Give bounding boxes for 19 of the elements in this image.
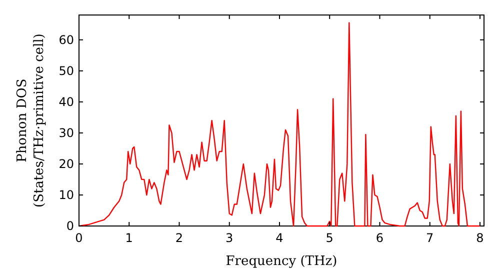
y-tick-label: 50	[58, 64, 74, 78]
x-tick-label: 3	[226, 231, 234, 245]
x-tick-label: 8	[476, 231, 484, 245]
x-tick-label: 2	[175, 231, 184, 245]
x-tick-label: 0	[75, 231, 83, 245]
y-tick-label: 30	[58, 126, 74, 140]
x-tick-label: 4	[276, 231, 284, 245]
y-tick-label: 20	[58, 156, 74, 171]
x-tick-label: 6	[376, 231, 384, 245]
y-axis-title: Phonon DOS (States/THz·primitive cell)	[15, 33, 47, 208]
y-tick-label: 0	[66, 219, 74, 233]
x-tick-label: 7	[426, 231, 434, 245]
line-series	[78, 22, 481, 227]
x-tick-label: 5	[326, 231, 334, 245]
y-tick-label: 60	[58, 32, 74, 47]
x-tick-label: 1	[125, 231, 133, 245]
y-tick-label: 10	[58, 188, 74, 202]
y-tick-label: 40	[58, 94, 74, 109]
x-axis-title: Frequency (THz)	[226, 254, 338, 269]
